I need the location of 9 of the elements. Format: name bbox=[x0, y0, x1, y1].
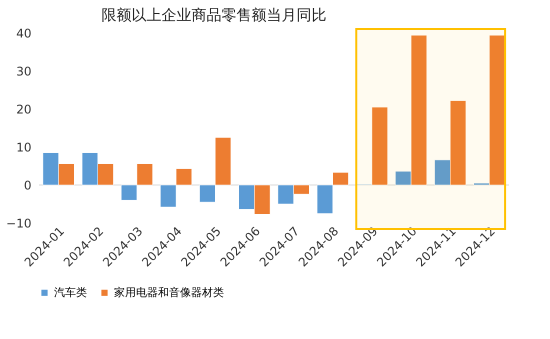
y-tick-label: 0 bbox=[24, 178, 32, 192]
chart-title: 限额以上企业商品零售额当月同比 bbox=[102, 6, 326, 24]
legend-label: 汽车类 bbox=[54, 286, 87, 299]
y-tick-label: 10 bbox=[16, 140, 32, 154]
legend-label: 家用电器和音像器材类 bbox=[114, 286, 224, 299]
y-tick-label: −10 bbox=[6, 216, 32, 230]
y-tick-label: 40 bbox=[16, 26, 32, 40]
y-tick-label: 20 bbox=[16, 102, 32, 116]
y-tick-label: 30 bbox=[16, 64, 32, 78]
